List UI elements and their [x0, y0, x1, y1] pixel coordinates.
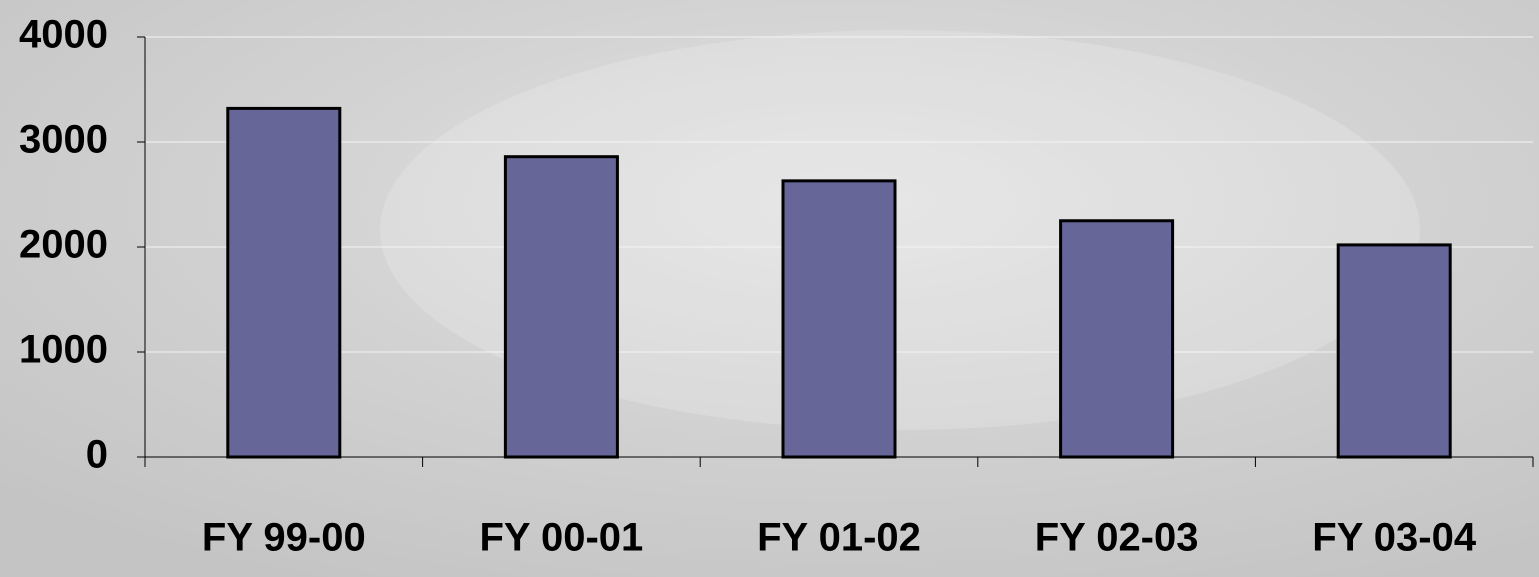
x-tick-label: FY 00-01 — [479, 516, 643, 560]
bar — [1336, 243, 1452, 459]
bar — [226, 106, 342, 459]
y-tick-label: 0 — [86, 433, 108, 477]
x-tick-label: FY 99-00 — [202, 516, 366, 560]
y-tick-label: 2000 — [19, 223, 108, 267]
bar — [1059, 219, 1175, 459]
x-tick-label: FY 03-04 — [1312, 516, 1477, 560]
x-tick-label: FY 02-03 — [1035, 516, 1199, 560]
y-tick-label: 4000 — [19, 13, 108, 57]
y-tick-label: 3000 — [19, 118, 108, 162]
bar — [503, 155, 619, 459]
y-tick-label: 1000 — [19, 328, 108, 372]
bar — [781, 179, 897, 459]
x-tick-label: FY 01-02 — [757, 516, 921, 560]
